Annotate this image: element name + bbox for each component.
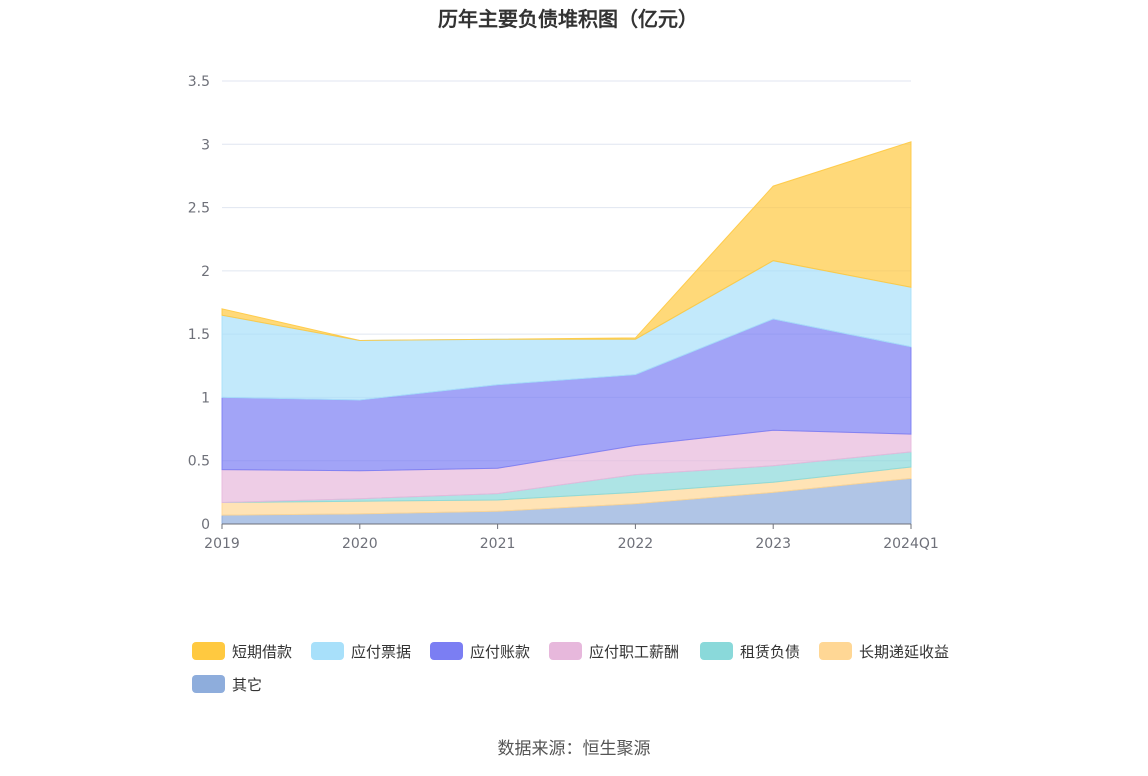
legend-item[interactable]: 应付账款	[430, 642, 530, 661]
y-tick-label: 1	[201, 390, 210, 406]
axes: 0 0.5 1 1.5 2 2.5 3 3.5 2019 2020 2021 2022 2023 2024…	[188, 74, 939, 552]
y-tick-label: 2	[201, 264, 210, 280]
legend-swatch	[311, 642, 344, 660]
y-tick-label: 0	[201, 517, 210, 533]
y-tick-label: 0.5	[188, 454, 210, 470]
chart-title: 历年主要负债堆积图（亿元）	[438, 7, 698, 31]
y-tick-label: 2.5	[188, 201, 210, 217]
legend-label: 其它	[232, 676, 262, 694]
legend-item[interactable]: 应付票据	[311, 642, 411, 661]
legend-swatch	[700, 642, 733, 660]
y-tick-label: 1.5	[188, 327, 210, 343]
legend-label: 租赁负债	[740, 643, 800, 661]
legend-label: 长期递延收益	[859, 643, 949, 661]
plot-areas	[221, 141, 912, 525]
legend-label: 应付职工薪酬	[589, 643, 679, 661]
x-tick-label: 2024Q1	[883, 536, 939, 552]
legend-swatch	[549, 642, 582, 660]
legend-item[interactable]: 租赁负债	[700, 642, 800, 661]
legend-swatch	[819, 642, 852, 660]
legend-label: 应付票据	[351, 643, 411, 661]
legend-item[interactable]: 其它	[192, 675, 262, 694]
area-series-6	[221, 141, 912, 342]
y-tick-label: 3.5	[188, 74, 210, 90]
legend-swatch	[430, 642, 463, 660]
x-tick-label: 2023	[755, 536, 791, 552]
legend-item[interactable]: 短期借款	[192, 642, 292, 661]
source-note: 数据来源：恒生聚源	[498, 739, 651, 759]
x-tick-label: 2022	[618, 536, 654, 552]
x-tick-label: 2021	[480, 536, 516, 552]
y-tick-label: 3	[201, 137, 210, 153]
legend-item[interactable]: 应付职工薪酬	[549, 642, 679, 661]
x-tick-label: 2019	[204, 536, 240, 552]
legend-label: 应付账款	[470, 643, 530, 661]
legend-label: 短期借款	[232, 643, 292, 661]
legend-swatch	[192, 642, 225, 660]
legend-swatch	[192, 675, 225, 693]
legend-item[interactable]: 长期递延收益	[819, 642, 949, 661]
x-tick-label: 2020	[342, 536, 378, 552]
